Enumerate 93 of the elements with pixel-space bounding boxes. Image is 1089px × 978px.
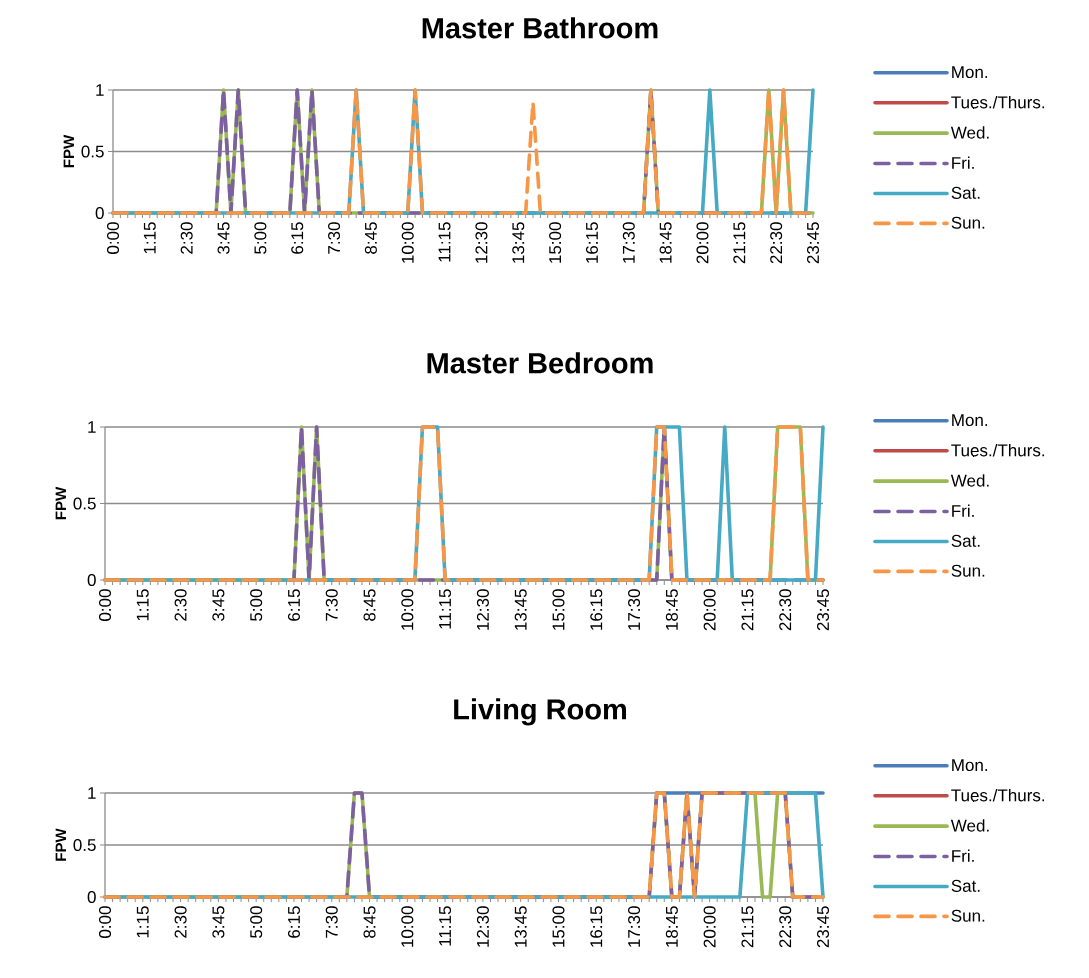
x-tick-label: 2:30 bbox=[174, 589, 187, 621]
x-tick-label: 8:45 bbox=[364, 222, 377, 254]
x-tick-label: 17:30 bbox=[628, 589, 641, 630]
x-tick-label: 22:30 bbox=[779, 906, 792, 948]
x-tick-label: 15:00 bbox=[549, 222, 562, 263]
x-tick-label: 20:00 bbox=[703, 906, 716, 948]
y-tick-label: 0.5 bbox=[73, 838, 96, 852]
y-tick-label: 0.5 bbox=[81, 145, 104, 158]
x-tick-label: 16:15 bbox=[585, 222, 598, 263]
y-axis-title: FPW bbox=[55, 828, 66, 861]
x-tick-label: 1:15 bbox=[143, 222, 156, 254]
y-axis-title: FPW bbox=[55, 486, 66, 520]
x-tick-label: 7:30 bbox=[325, 589, 338, 621]
x-tick-label: 13:45 bbox=[514, 906, 527, 947]
x-tick-label: 3:45 bbox=[217, 222, 230, 254]
x-tick-label: 17:30 bbox=[622, 222, 635, 263]
legend-label: Sat. bbox=[951, 879, 980, 892]
x-tick-label: 5:00 bbox=[250, 589, 263, 621]
x-tick-label: 3:45 bbox=[212, 906, 225, 938]
x-tick-label: 0:00 bbox=[98, 906, 112, 938]
legend-label: Sat. bbox=[951, 186, 980, 199]
x-tick-label: 2:30 bbox=[180, 222, 193, 254]
legend-label: Sun. bbox=[951, 216, 985, 229]
x-tick-label: 10:00 bbox=[401, 589, 414, 630]
x-tick-label: 8:45 bbox=[363, 906, 376, 938]
x-tick-label: 15:00 bbox=[552, 589, 565, 630]
chart-title: Master Bedroom bbox=[427, 352, 653, 374]
x-tick-label: 20:00 bbox=[703, 589, 716, 631]
x-tick-label: 11:15 bbox=[438, 222, 451, 262]
x-tick-label: 21:15 bbox=[741, 589, 754, 631]
x-tick-label: 11:15 bbox=[439, 906, 452, 946]
x-tick-label: 3:45 bbox=[212, 589, 225, 621]
x-tick-label: 11:15 bbox=[439, 589, 452, 629]
x-tick-label: 23:45 bbox=[806, 222, 820, 264]
x-tick-label: 15:00 bbox=[552, 906, 565, 947]
legend-label: Tues./Thurs. bbox=[951, 443, 1045, 457]
x-tick-label: 6:15 bbox=[287, 589, 300, 621]
legend-label: Sun. bbox=[951, 564, 985, 577]
x-tick-label: 7:30 bbox=[328, 222, 341, 254]
legend-label: Wed. bbox=[950, 819, 989, 832]
legend-label: Tues./Thurs. bbox=[951, 788, 1045, 802]
y-tick-label: 0 bbox=[95, 206, 104, 220]
x-tick-label: 23:45 bbox=[816, 906, 830, 948]
x-tick-label: 23:45 bbox=[816, 589, 830, 631]
legend-label: Fri. bbox=[952, 504, 974, 517]
x-tick-label: 18:45 bbox=[659, 222, 672, 263]
x-tick-label: 1:15 bbox=[136, 906, 149, 938]
x-tick-label: 5:00 bbox=[254, 222, 267, 254]
x-tick-label: 2:30 bbox=[174, 906, 187, 938]
legend-label: Fri. bbox=[952, 156, 974, 169]
legend-label: Tues./Thurs. bbox=[951, 95, 1045, 109]
x-tick-label: 21:15 bbox=[733, 222, 746, 264]
x-tick-label: 17:30 bbox=[628, 906, 641, 947]
x-tick-label: 6:15 bbox=[287, 906, 300, 938]
x-tick-label: 16:15 bbox=[590, 589, 603, 630]
x-tick-label: 12:30 bbox=[476, 589, 489, 630]
y-tick-label: 1 bbox=[88, 421, 96, 433]
x-tick-label: 16:15 bbox=[590, 906, 603, 947]
chart-title: Living Room bbox=[454, 698, 626, 726]
x-tick-label: 7:30 bbox=[325, 906, 338, 938]
x-tick-label: 0:00 bbox=[98, 589, 112, 621]
y-tick-label: 0 bbox=[87, 573, 96, 587]
x-tick-label: 13:45 bbox=[512, 222, 525, 263]
legend-label: Sun. bbox=[951, 909, 985, 922]
x-tick-label: 18:45 bbox=[665, 906, 678, 947]
legend-label: Wed. bbox=[950, 126, 989, 139]
legend-label: Mon. bbox=[952, 414, 988, 427]
x-tick-label: 8:45 bbox=[363, 589, 376, 621]
x-tick-label: 22:30 bbox=[779, 589, 792, 631]
x-tick-label: 12:30 bbox=[476, 906, 489, 947]
x-tick-label: 10:00 bbox=[401, 906, 414, 947]
legend-label: Wed. bbox=[950, 474, 989, 487]
legend-label: Mon. bbox=[952, 759, 988, 772]
x-tick-label: 12:30 bbox=[475, 222, 488, 263]
y-axis-title: FPW bbox=[63, 134, 74, 168]
x-tick-label: 0:00 bbox=[106, 222, 120, 254]
y-tick-label: 1 bbox=[96, 84, 104, 96]
x-tick-label: 10:00 bbox=[401, 222, 414, 263]
x-tick-label: 18:45 bbox=[665, 589, 678, 630]
legend-label: Mon. bbox=[952, 66, 988, 79]
x-tick-label: 13:45 bbox=[514, 589, 527, 630]
y-tick-label: 0 bbox=[87, 890, 96, 904]
x-tick-label: 21:15 bbox=[741, 906, 754, 948]
y-tick-label: 0.5 bbox=[73, 497, 96, 510]
y-tick-label: 1 bbox=[88, 787, 96, 799]
legend-label: Fri. bbox=[952, 849, 974, 862]
x-tick-label: 5:00 bbox=[250, 906, 263, 938]
x-tick-label: 20:00 bbox=[696, 222, 709, 264]
chart-title: Master Bathroom bbox=[422, 17, 658, 39]
x-tick-label: 22:30 bbox=[770, 222, 783, 264]
x-tick-label: 6:15 bbox=[291, 222, 304, 254]
x-tick-label: 1:15 bbox=[136, 589, 149, 621]
legend-label: Sat. bbox=[951, 534, 980, 547]
